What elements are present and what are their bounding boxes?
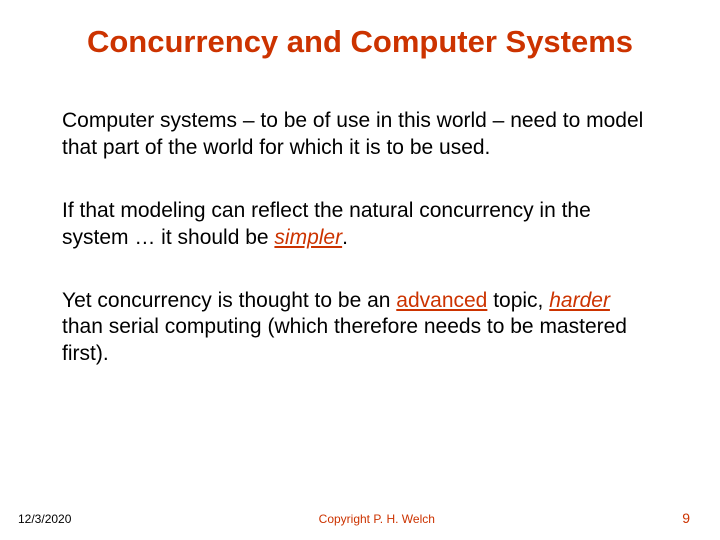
paragraph-2-suffix: . [342,226,348,249]
paragraph-3-accent2: harder [549,289,610,312]
footer-date: 12/3/2020 [18,512,71,526]
footer-page-number: 9 [682,510,690,526]
footer-copyright: Copyright P. H. Welch [319,512,435,526]
paragraph-3-accent1: advanced [396,289,487,312]
paragraph-3-seg2: topic, [487,289,549,312]
paragraph-2: If that modeling can reflect the natural… [62,198,650,252]
slide-title: Concurrency and Computer Systems [0,0,720,60]
paragraph-3: Yet concurrency is thought to be an adva… [62,288,650,369]
slide-footer: 12/3/2020 Copyright P. H. Welch 9 [0,510,720,526]
paragraph-3-seg1: Yet concurrency is thought to be an [62,289,396,312]
paragraph-1: Computer systems – to be of use in this … [62,108,650,162]
slide-body: Computer systems – to be of use in this … [0,60,720,368]
paragraph-3-seg3: than serial computing (which therefore n… [62,315,627,365]
paragraph-2-accent: simpler [274,226,342,249]
paragraph-1-text: Computer systems – to be of use in this … [62,109,643,159]
